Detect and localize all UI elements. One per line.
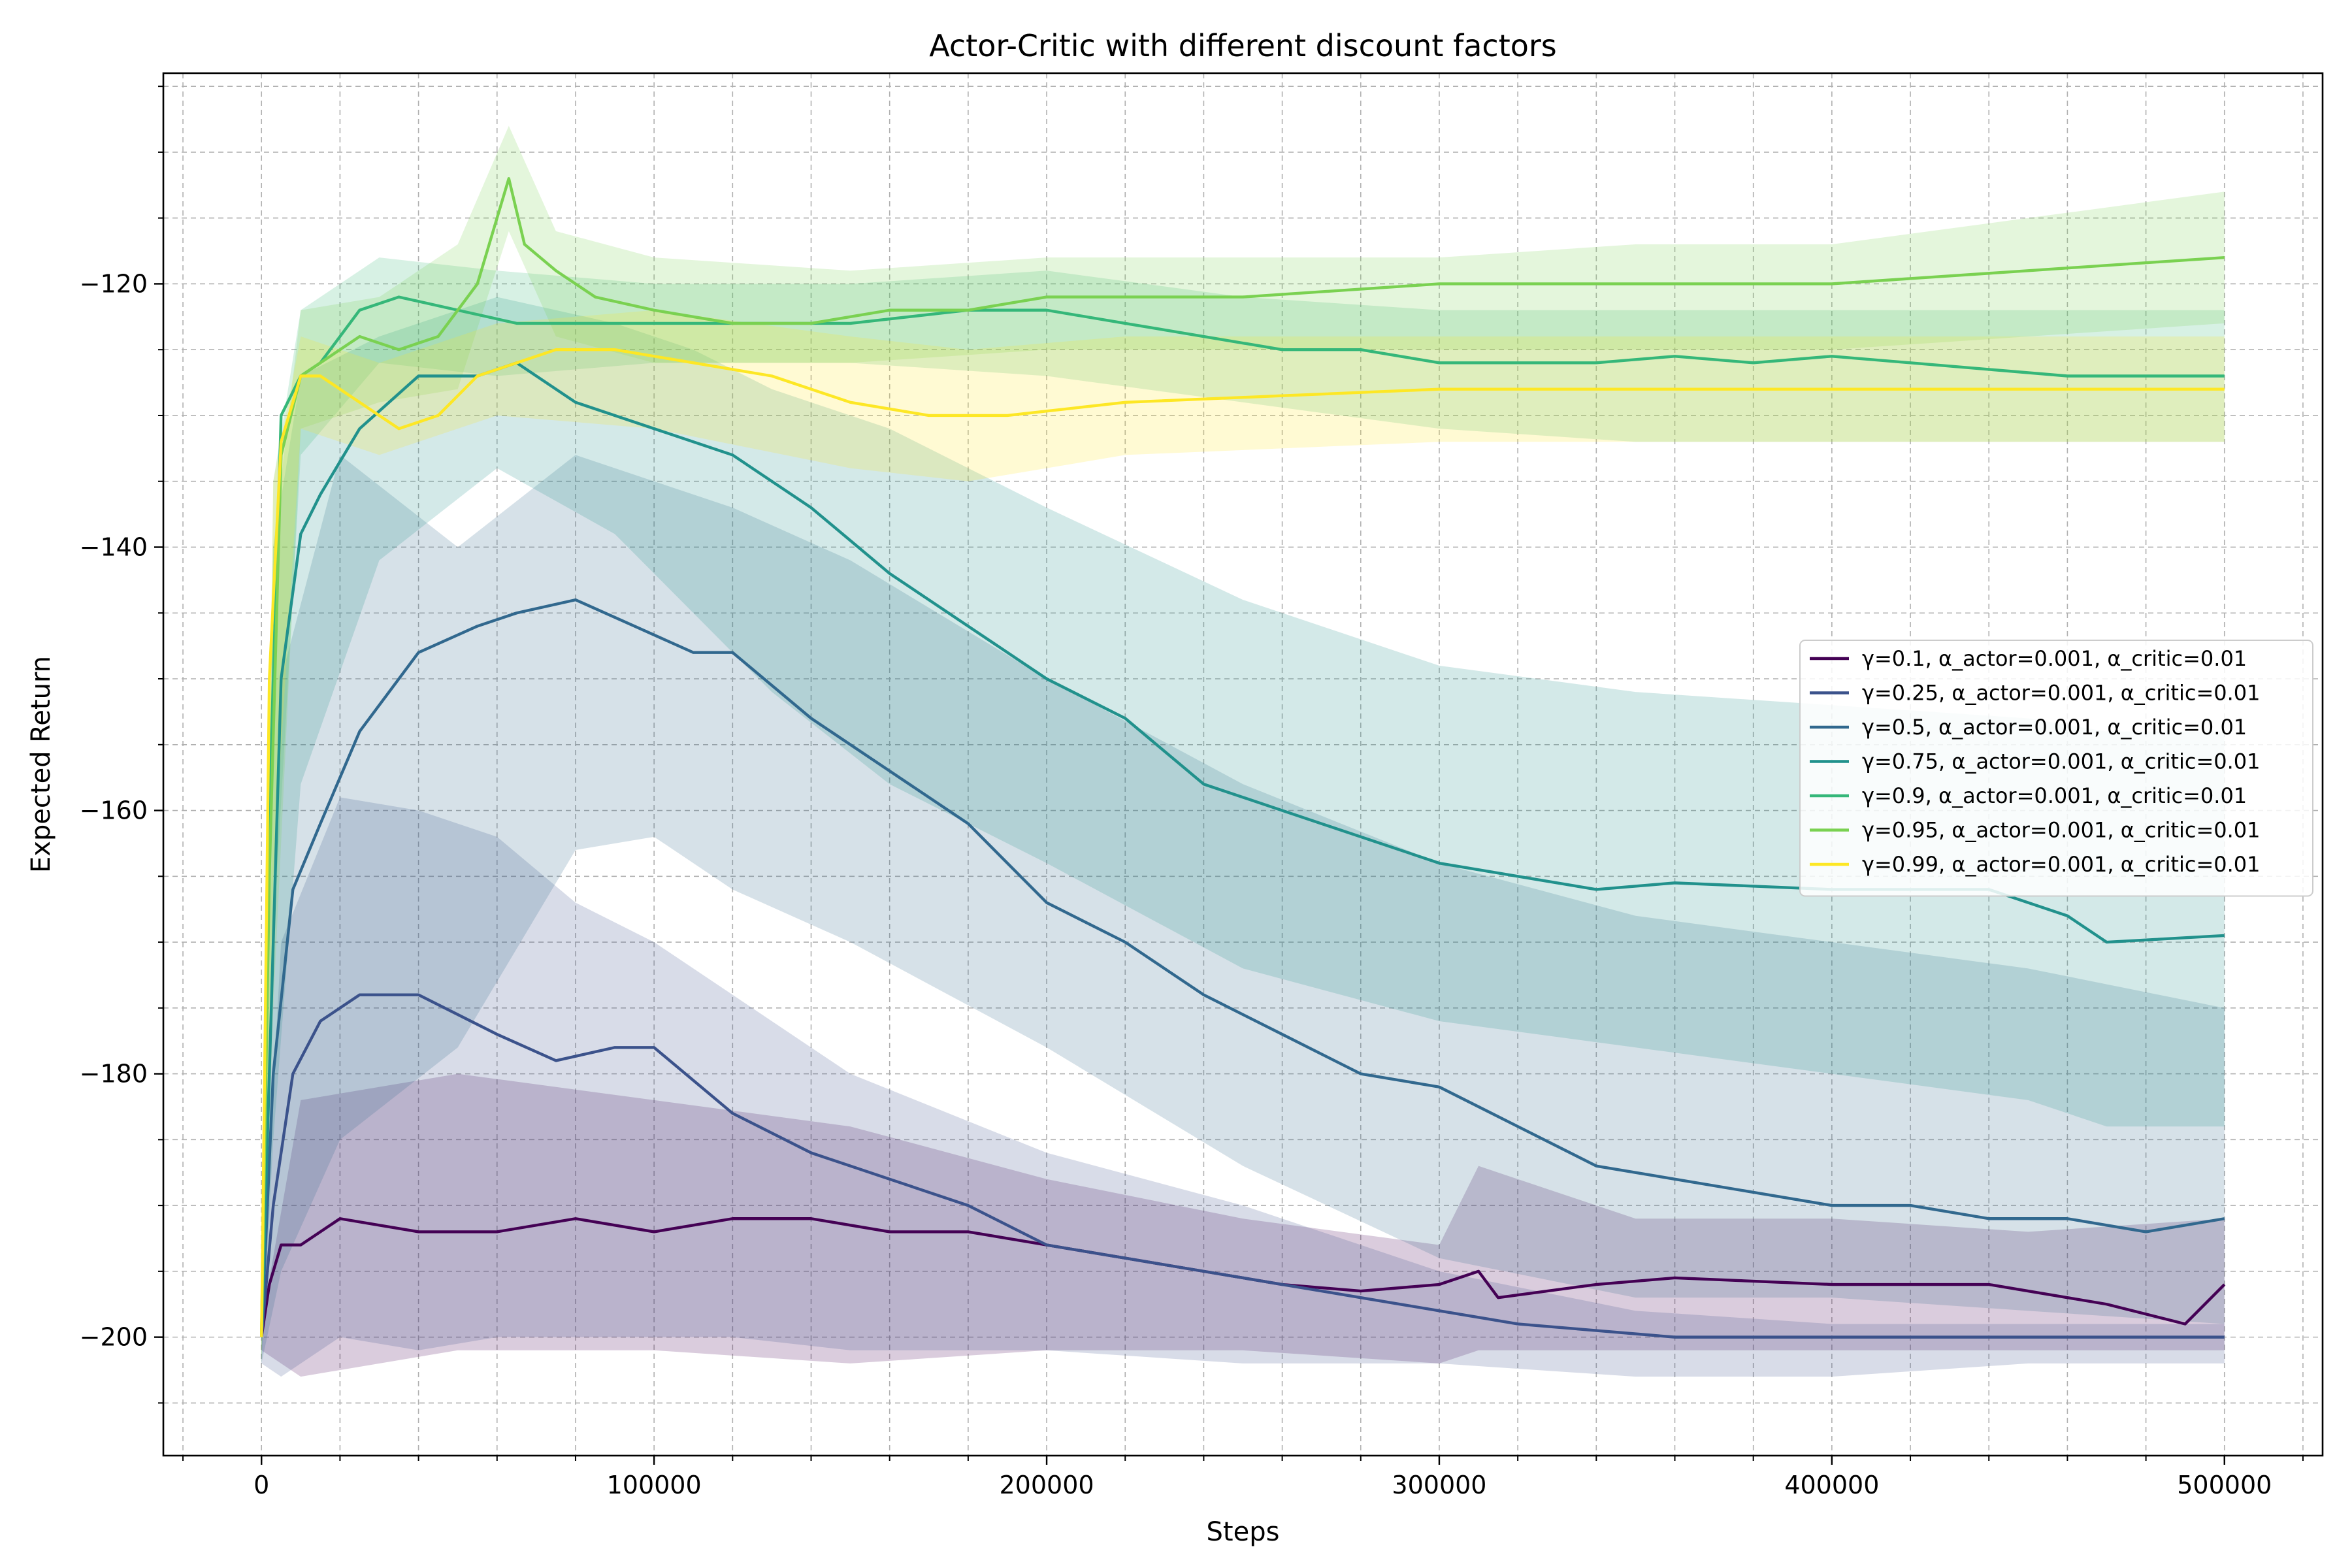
legend-entry: γ=0.1, α_actor=0.001, α_critic=0.01 bbox=[1862, 646, 2247, 671]
series-line bbox=[260, 598, 2225, 1337]
x-axis-label: Steps bbox=[1207, 1517, 1280, 1547]
x-tick-label: 400000 bbox=[1784, 1471, 1879, 1499]
y-axis-label: Expected Return bbox=[26, 656, 56, 873]
plot-frame bbox=[162, 72, 2324, 1457]
y-tick-label: −160 bbox=[80, 796, 148, 825]
legend-box bbox=[1799, 640, 2313, 897]
legend-entry: γ=0.99, α_actor=0.001, α_critic=0.01 bbox=[1862, 852, 2261, 877]
legend-entry: γ=0.9, α_actor=0.001, α_critic=0.01 bbox=[1862, 783, 2247, 808]
series-line bbox=[260, 177, 2225, 1337]
legend-entry: γ=0.95, α_actor=0.001, α_critic=0.01 bbox=[1862, 818, 2261, 843]
series-band bbox=[261, 310, 2225, 1364]
legend-entry: γ=0.5, α_actor=0.001, α_critic=0.01 bbox=[1862, 715, 2247, 740]
series-line bbox=[260, 348, 2225, 1337]
y-tick-label: −120 bbox=[80, 269, 148, 298]
series-band bbox=[261, 455, 2225, 1364]
series-band bbox=[261, 125, 2225, 1364]
x-tick-label: 500000 bbox=[2177, 1471, 2272, 1499]
series-band bbox=[261, 1073, 2225, 1377]
series-line bbox=[260, 295, 2225, 1337]
legend: γ=0.1, α_actor=0.001, α_critic=0.01 γ=0.2… bbox=[1799, 640, 2313, 897]
series-band bbox=[261, 257, 2225, 1364]
y-tick-label: −180 bbox=[80, 1060, 148, 1088]
x-tick-label: 100000 bbox=[607, 1471, 702, 1499]
confidence-bands bbox=[261, 125, 2225, 1377]
series-band bbox=[261, 297, 2225, 1364]
x-tick-label: 0 bbox=[253, 1471, 269, 1499]
series-band bbox=[261, 797, 2225, 1377]
x-tick-label: 200000 bbox=[1000, 1471, 1094, 1499]
chart-title: Actor-Critic with different discount fac… bbox=[929, 28, 1557, 63]
legend-entry: γ=0.75, α_actor=0.001, α_critic=0.01 bbox=[1862, 749, 2261, 774]
legend-entry: γ=0.25, α_actor=0.001, α_critic=0.01 bbox=[1862, 681, 2261, 706]
series-line bbox=[260, 993, 2225, 1339]
y-tick-label: −200 bbox=[80, 1323, 148, 1352]
axis-ticks: 0 100000 200000 300000 400000 500000 −200 −180 −… bbox=[80, 86, 2304, 1499]
y-tick-label: −140 bbox=[80, 532, 148, 561]
grid bbox=[163, 73, 2323, 1456]
x-tick-label: 300000 bbox=[1392, 1471, 1486, 1499]
